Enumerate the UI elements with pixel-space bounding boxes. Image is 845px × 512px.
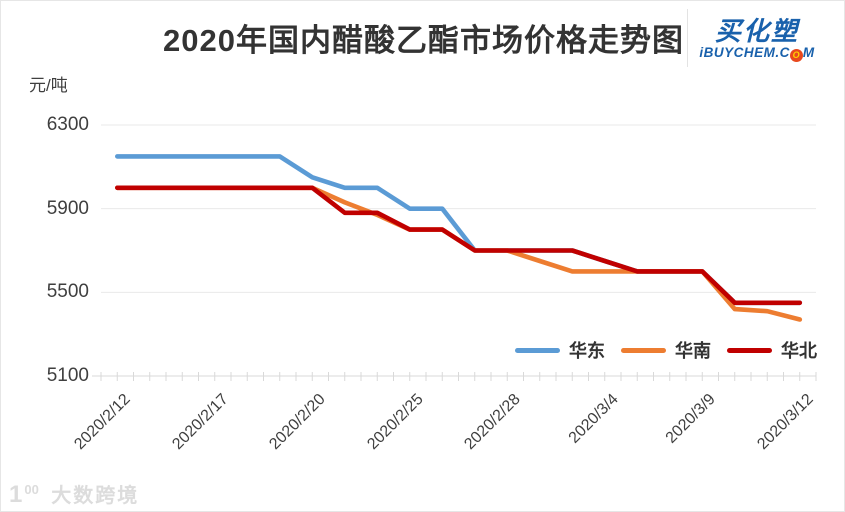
brand-divider	[687, 9, 688, 67]
brand-logo: 买化塑 iBUYCHEM.C O M	[682, 17, 832, 62]
watermark: 100 大数跨境	[9, 479, 139, 509]
brand-site-url: iBUYCHEM.C O M	[682, 45, 832, 62]
y-tick-label: 5100	[46, 365, 89, 386]
legend-label: 华南	[675, 341, 711, 361]
watermark-mark-sup: 00	[24, 482, 39, 497]
watermark-mark: 1	[9, 481, 25, 508]
legend-line-swatch	[621, 347, 666, 353]
series-line-华北	[115, 185, 803, 306]
watermark-text: 大数跨境	[51, 485, 140, 507]
legend-item-华北: 华北	[727, 337, 817, 363]
globe-icon: O	[789, 49, 803, 62]
y-tick-label: 6300	[46, 114, 89, 135]
y-axis-unit-label: 元/吨	[29, 76, 68, 95]
legend-item-华东: 华东	[515, 337, 605, 363]
chart-title: 2020年国内醋酸乙酯市场价格走势图	[163, 23, 684, 58]
brand-name: 买化塑	[714, 16, 799, 46]
brand-site-prefix: iBUYCHEM.C	[699, 45, 790, 60]
series-line-华东	[115, 154, 803, 306]
series-line-华南	[115, 185, 803, 322]
y-tick-label: 5900	[46, 197, 89, 219]
legend-line-swatch	[727, 347, 772, 353]
legend-label: 华北	[781, 341, 817, 361]
chart-legend: 华东 华南 华北	[515, 337, 833, 363]
legend-item-华南: 华南	[621, 337, 711, 363]
legend-line-swatch	[515, 347, 560, 353]
brand-site-suffix: M	[802, 45, 815, 60]
legend-label: 华东	[569, 341, 605, 361]
y-tick-label: 5500	[46, 281, 89, 303]
